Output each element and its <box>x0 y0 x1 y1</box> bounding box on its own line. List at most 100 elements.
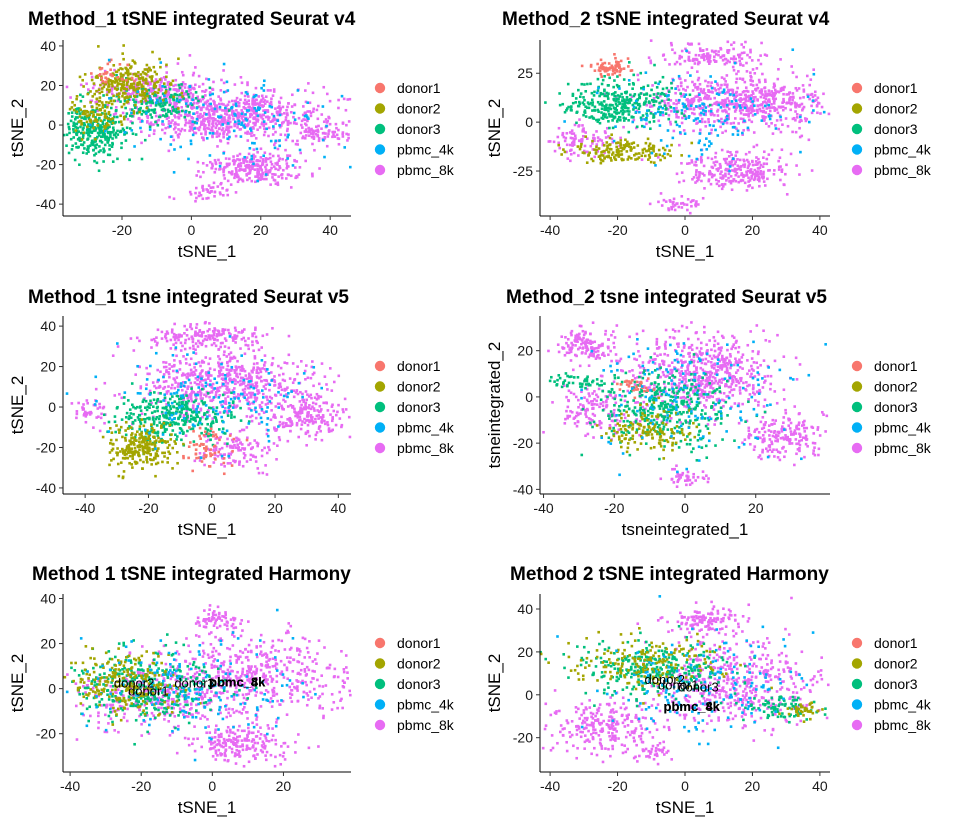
point-pbmc_8k <box>767 105 771 109</box>
point-pbmc_8k <box>766 177 769 181</box>
point-pbmc_8k <box>758 184 761 188</box>
point-pbmc_8k <box>733 97 736 100</box>
point-donor2 <box>619 139 623 142</box>
point-pbmc_8k <box>292 395 296 399</box>
point-donor3 <box>632 108 635 111</box>
point-pbmc_8k <box>317 382 321 386</box>
point-donor3 <box>584 89 588 93</box>
point-pbmc_4k <box>697 141 701 145</box>
point-donor3 <box>619 110 623 113</box>
point-pbmc_8k <box>675 115 679 119</box>
point-pbmc_4k <box>189 102 193 105</box>
point-pbmc_8k <box>196 345 200 348</box>
point-donor3 <box>80 116 83 119</box>
point-pbmc_8k <box>580 141 583 144</box>
point-pbmc_8k <box>682 87 685 91</box>
point-donor3 <box>110 145 114 149</box>
point-pbmc_8k <box>675 99 678 102</box>
point-pbmc_8k <box>235 109 238 112</box>
point-pbmc_8k <box>703 92 707 95</box>
point-donor2 <box>107 83 111 87</box>
point-donor3 <box>652 99 656 103</box>
point-donor2 <box>629 145 633 149</box>
point-pbmc_8k <box>277 168 280 172</box>
point-donor3 <box>197 99 200 103</box>
point-donor2 <box>105 105 109 109</box>
point-donor2 <box>557 143 561 147</box>
point-donor2 <box>129 86 133 89</box>
point-donor3 <box>663 104 667 107</box>
point-pbmc_8k <box>245 393 249 396</box>
point-pbmc_8k <box>237 104 241 108</box>
point-pbmc_8k <box>664 92 668 96</box>
point-pbmc_8k <box>111 92 114 96</box>
point-pbmc_8k <box>233 83 237 86</box>
point-pbmc_8k <box>690 66 694 69</box>
point-pbmc_8k <box>732 41 736 44</box>
point-pbmc_4k <box>208 154 212 157</box>
point-pbmc_4k <box>725 114 729 118</box>
point-pbmc_8k <box>193 366 196 369</box>
point-pbmc_8k <box>235 172 238 176</box>
point-pbmc_8k <box>699 49 702 53</box>
point-donor3 <box>624 117 628 120</box>
point-pbmc_8k <box>242 115 245 118</box>
point-pbmc_8k <box>272 415 275 419</box>
point-pbmc_8k <box>285 112 289 115</box>
point-donor3 <box>117 97 121 101</box>
point-donor1 <box>133 79 136 83</box>
point-pbmc_8k <box>265 333 269 336</box>
point-pbmc_8k <box>583 144 587 148</box>
point-pbmc_8k <box>222 168 226 172</box>
point-pbmc_8k <box>179 361 182 365</box>
point-pbmc_8k <box>199 407 203 411</box>
point-pbmc_8k <box>246 83 249 87</box>
point-pbmc_8k <box>163 385 167 389</box>
point-pbmc_4k <box>721 91 724 94</box>
point-donor1 <box>100 76 104 80</box>
point-pbmc_4k <box>136 90 139 93</box>
point-pbmc_8k <box>274 167 277 171</box>
point-pbmc_8k <box>176 62 180 65</box>
point-pbmc_8k <box>677 180 681 184</box>
point-pbmc_8k <box>630 95 634 99</box>
point-pbmc_8k <box>767 113 771 116</box>
point-pbmc_8k <box>649 59 652 63</box>
point-donor3 <box>664 108 668 111</box>
point-pbmc_4k <box>155 98 159 102</box>
point-pbmc_8k <box>681 116 684 120</box>
point-pbmc_8k <box>816 101 820 105</box>
point-donor3 <box>101 120 104 124</box>
point-pbmc_8k <box>286 173 290 176</box>
point-pbmc_8k <box>680 195 684 198</box>
point-pbmc_4k <box>753 113 757 116</box>
point-pbmc_4k <box>645 109 649 112</box>
point-pbmc_8k <box>174 83 177 87</box>
point-pbmc_4k <box>684 117 688 121</box>
point-donor3 <box>565 107 569 110</box>
point-pbmc_4k <box>184 110 187 114</box>
point-donor2 <box>142 78 145 82</box>
point-pbmc_8k <box>749 83 753 86</box>
point-pbmc_8k <box>711 174 715 177</box>
point-pbmc_8k <box>254 164 258 167</box>
point-pbmc_8k <box>721 176 725 180</box>
point-pbmc_8k <box>679 77 682 81</box>
point-pbmc_8k <box>762 162 766 165</box>
point-pbmc_8k <box>189 122 192 125</box>
point-pbmc_8k <box>749 111 753 114</box>
point-donor3 <box>124 139 128 142</box>
point-donor2 <box>594 152 598 155</box>
point-pbmc_8k <box>671 202 675 205</box>
point-donor3 <box>106 130 110 134</box>
point-pbmc_8k <box>678 54 682 58</box>
point-pbmc_8k <box>802 88 806 92</box>
point-pbmc_8k <box>211 135 214 139</box>
point-pbmc_8k <box>199 123 203 126</box>
point-pbmc_4k <box>689 104 693 108</box>
point-donor3 <box>81 151 85 155</box>
point-pbmc_8k <box>207 113 211 116</box>
point-pbmc_8k <box>696 88 699 91</box>
point-pbmc_8k <box>236 164 240 167</box>
point-pbmc_8k <box>170 386 173 390</box>
